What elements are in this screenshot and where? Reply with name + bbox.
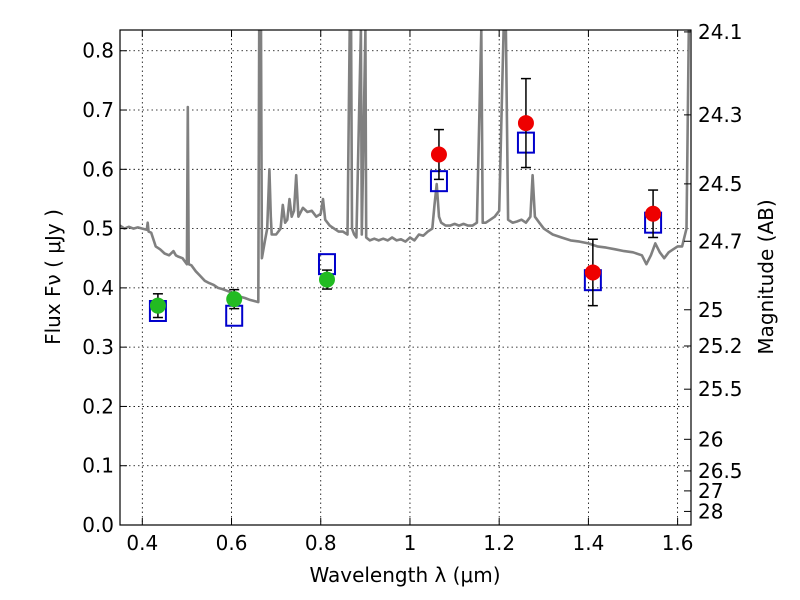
x-tick-label: 1 xyxy=(404,531,417,555)
y-tick-label: 0.0 xyxy=(82,513,114,537)
x-tick-label: 0.8 xyxy=(305,531,337,555)
y-tick-label: 0.4 xyxy=(82,276,114,300)
spectrum-line xyxy=(120,30,691,304)
y2-axis-label: Magnitude (AB) xyxy=(754,199,778,354)
grid-lines xyxy=(120,30,691,526)
y-tick-label: 0.3 xyxy=(82,335,114,359)
mag-tick-label: 24.7 xyxy=(698,229,743,253)
data-point xyxy=(318,271,335,288)
y-axis-label: Flux Fν ( μJy ) xyxy=(41,209,65,345)
mag-tick-label: 24.5 xyxy=(698,172,743,196)
x-tick-label: 1.2 xyxy=(483,531,515,555)
data-point xyxy=(584,264,601,281)
mag-tick-label: 24.3 xyxy=(698,103,743,127)
mag-tick-label: 26 xyxy=(698,427,723,451)
data-point xyxy=(517,115,534,132)
x-axis-label: Wavelength λ (μm) xyxy=(309,563,500,587)
data-point xyxy=(149,297,166,314)
x-tick-label: 0.6 xyxy=(216,531,248,555)
data-point xyxy=(226,291,243,308)
mag-tick-label: 25.2 xyxy=(698,334,743,358)
axis-ticks: 0.4 0.6 0.8 1 1.2 1.4 1.6 0.0 0.1 0.2 0.3 0.4 0.5 0.6… xyxy=(82,20,742,555)
spectrum-layer xyxy=(120,30,691,304)
mag-tick-label: 25 xyxy=(698,298,723,322)
y-tick-label: 0.2 xyxy=(82,394,114,418)
y-tick-label: 0.6 xyxy=(82,157,114,181)
x-tick-label: 1.6 xyxy=(662,531,694,555)
data-marks xyxy=(148,77,663,327)
mag-tick-label: 25.5 xyxy=(698,377,743,401)
y-tick-label: 0.5 xyxy=(82,217,114,241)
data-point xyxy=(645,205,662,222)
x-tick-label: 0.4 xyxy=(126,531,158,555)
plot-frame xyxy=(119,29,692,526)
mag-tick-label: 27 xyxy=(698,479,723,503)
mag-tick-label: 24.1 xyxy=(698,20,743,44)
y-tick-label: 0.1 xyxy=(82,454,114,478)
mag-tick-label: 26.5 xyxy=(698,459,743,483)
mag-tick-label: 28 xyxy=(698,499,723,523)
y-tick-label: 0.8 xyxy=(82,39,114,63)
y-tick-label: 0.7 xyxy=(82,98,114,122)
data-point xyxy=(430,146,447,163)
x-tick-label: 1.4 xyxy=(572,531,604,555)
